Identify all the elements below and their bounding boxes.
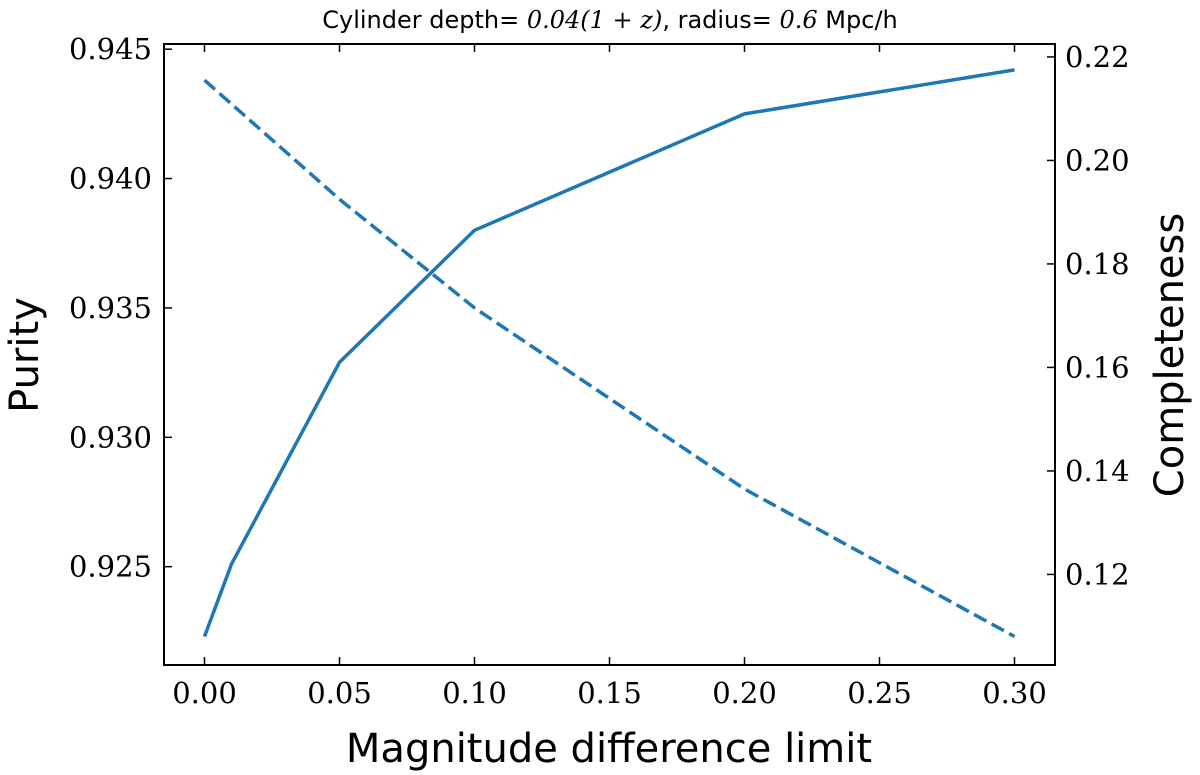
completeness-line <box>203 78 1016 639</box>
y-right-tick-label: 0.18 <box>1065 247 1130 281</box>
title-middle: , radius= <box>662 6 779 34</box>
chart-title: Cylinder depth= 0.04(1 + z), radius= 0.6… <box>322 6 897 34</box>
y-left-tick-label: 0.935 <box>69 291 152 325</box>
y-left-tick-label: 0.940 <box>69 162 152 196</box>
y-right-axis-label: Completeness <box>1147 213 1193 497</box>
y-left-tick-label: 0.930 <box>69 420 152 454</box>
title-radius-value: 0.6 <box>780 6 818 34</box>
y-left-tick-label: 0.945 <box>69 32 152 66</box>
x-tick-label: 0.10 <box>442 676 507 710</box>
x-tick-label: 0.25 <box>847 676 912 710</box>
y-right-tick-label: 0.12 <box>1065 557 1130 591</box>
x-tick-label: 0.30 <box>982 676 1047 710</box>
y-right-tick-label: 0.22 <box>1065 40 1130 74</box>
title-prefix: Cylinder depth= <box>322 6 527 34</box>
x-tick-label: 0.20 <box>712 676 777 710</box>
plot-frame <box>163 43 1056 666</box>
y-right-tick-label: 0.20 <box>1065 143 1130 177</box>
purity-line <box>202 68 1015 638</box>
x-tick-label: 0.05 <box>307 676 372 710</box>
y-left-axis-label: Purity <box>2 297 48 413</box>
data-series <box>202 68 1016 639</box>
x-tick-label: 0.00 <box>172 676 237 710</box>
x-tick-label: 0.15 <box>577 676 642 710</box>
axis-ticks: 0.00 0.05 0.10 0.15 0.20 0.25 0.30 0.925 0.930 0.… <box>69 32 1130 710</box>
y-right-tick-label: 0.14 <box>1065 454 1130 488</box>
x-axis-label: Magnitude difference limit <box>346 726 872 772</box>
y-left-tick-label: 0.925 <box>69 550 152 584</box>
y-right-tick-label: 0.16 <box>1065 350 1130 384</box>
title-depth-expr: 0.04(1 + z) <box>527 6 662 34</box>
title-unit: Mpc/h <box>818 6 898 34</box>
